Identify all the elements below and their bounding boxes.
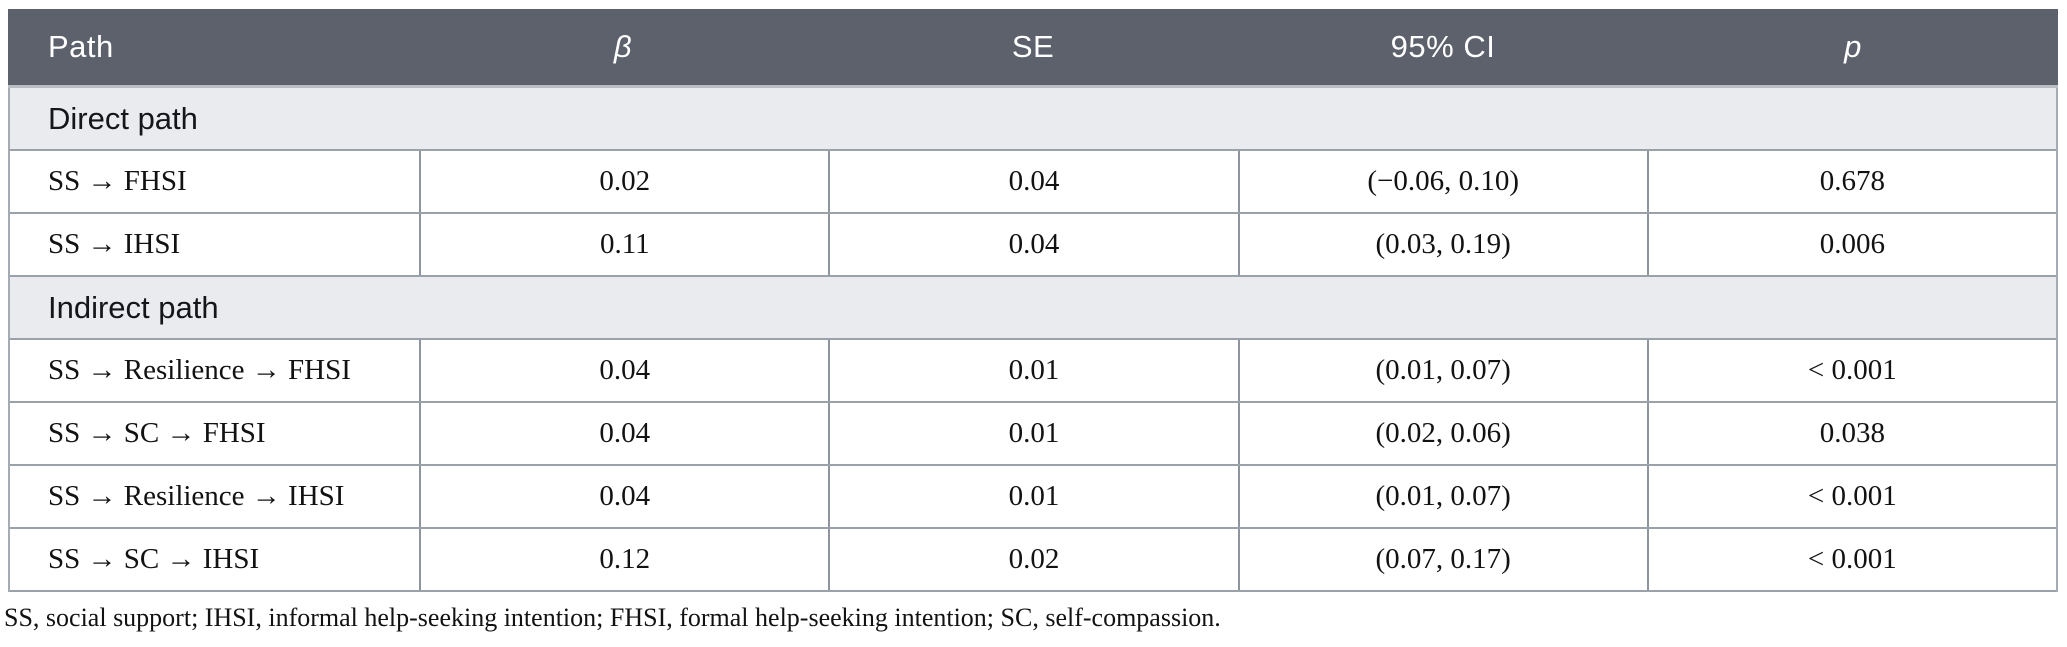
cell-ci: (0.01, 0.07)	[1237, 466, 1647, 527]
cell-path: SS → SC → FHSI	[48, 417, 266, 449]
cell-path: SS → Resilience → FHSI	[48, 354, 351, 386]
cell-ci: (0.01, 0.07)	[1237, 340, 1647, 401]
cell-ci: (−0.06, 0.10)	[1237, 151, 1647, 212]
table-row: SS → FHSI 0.02 0.04 (−0.06, 0.10) 0.678	[10, 151, 2056, 214]
table-row: SS → IHSI 0.11 0.04 (0.03, 0.19) 0.006	[10, 214, 2056, 277]
cell-ci: (0.02, 0.06)	[1237, 403, 1647, 464]
cell-beta: 0.11	[419, 214, 828, 275]
section-row-indirect-path: Indirect path	[10, 277, 2056, 340]
cell-ci: (0.07, 0.17)	[1237, 529, 1647, 590]
table-row: SS → SC → IHSI 0.12 0.02 (0.07, 0.17) < …	[10, 529, 2056, 592]
header-cell-path: Path	[48, 29, 114, 64]
cell-beta: 0.04	[419, 403, 828, 464]
cell-se: 0.04	[828, 151, 1237, 212]
results-table: Path β SE 95% CI p Direct path SS → FHSI…	[8, 9, 2058, 592]
cell-se: 0.01	[828, 403, 1237, 464]
table-header-row: Path β SE 95% CI p	[8, 9, 2058, 88]
cell-beta: 0.02	[419, 151, 828, 212]
cell-ci: (0.03, 0.19)	[1237, 214, 1647, 275]
cell-beta: 0.04	[419, 340, 828, 401]
cell-se: 0.02	[828, 529, 1237, 590]
table-row: SS → Resilience → IHSI 0.04 0.01 (0.01, …	[10, 466, 2056, 529]
cell-p: 0.678	[1646, 151, 2056, 212]
cell-beta: 0.04	[419, 466, 828, 527]
cell-p: < 0.001	[1646, 466, 2056, 527]
header-cell-se: SE	[1011, 29, 1055, 64]
cell-p: < 0.001	[1646, 340, 2056, 401]
cell-beta: 0.12	[419, 529, 828, 590]
cell-p: 0.038	[1646, 403, 2056, 464]
section-row-direct-path: Direct path	[10, 88, 2056, 151]
cell-path: SS → IHSI	[48, 228, 181, 260]
cell-se: 0.04	[828, 214, 1237, 275]
cell-se: 0.01	[828, 340, 1237, 401]
table-row: SS → Resilience → FHSI 0.04 0.01 (0.01, …	[10, 340, 2056, 403]
cell-path: SS → SC → IHSI	[48, 543, 260, 575]
cell-p: < 0.001	[1646, 529, 2056, 590]
table-footnote: SS, social support; IHSI, informal help-…	[4, 603, 1221, 632]
header-cell-ci: 95% CI	[1390, 29, 1496, 64]
cell-p: 0.006	[1646, 214, 2056, 275]
cell-path: SS → FHSI	[48, 165, 187, 197]
table-body: Direct path SS → FHSI 0.02 0.04 (−0.06, …	[8, 88, 2058, 592]
cell-se: 0.01	[828, 466, 1237, 527]
header-cell-p: p	[1844, 29, 1862, 64]
cell-path: SS → Resilience → IHSI	[48, 480, 345, 512]
table-row: SS → SC → FHSI 0.04 0.01 (0.02, 0.06) 0.…	[10, 403, 2056, 466]
header-cell-beta: β	[613, 29, 633, 64]
